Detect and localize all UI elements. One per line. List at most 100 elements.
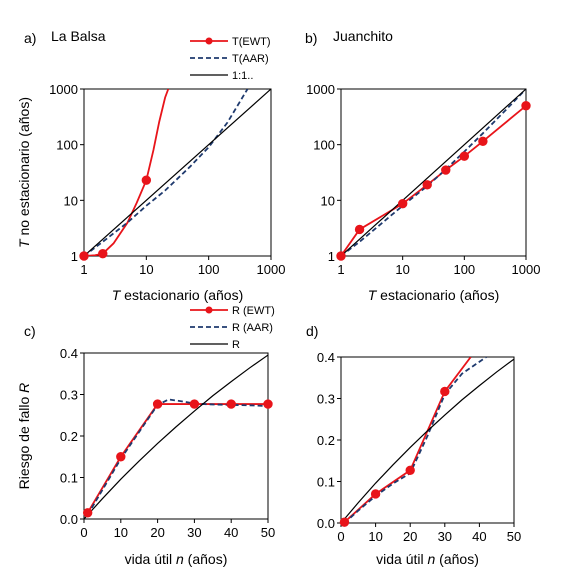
data-point	[263, 399, 273, 409]
series-line-t-aar	[84, 89, 249, 256]
panel-title: La Balsa	[51, 28, 106, 44]
panel-heading: a) La Balsa	[24, 28, 106, 46]
x-tick-label: 10	[114, 525, 128, 540]
legend-label: 1:1..	[232, 70, 253, 82]
panel-letter: b)	[305, 30, 317, 46]
legend-top: T(EWT) T(AAR) 1:1..	[190, 36, 270, 82]
y-tick-label: 1000	[306, 82, 335, 97]
y-tick-label: 0.3	[60, 388, 78, 403]
x-tick-label: 10	[368, 529, 382, 544]
series-group	[84, 89, 271, 256]
x-axis: 0 10 20 30 40 50	[337, 523, 521, 544]
y-tick-label: 0.1	[60, 471, 78, 486]
legend-label: R (AAR)	[232, 322, 273, 334]
y-tick-label: 0.2	[60, 429, 78, 444]
x-axis: 0 10 20 30 40 50	[80, 519, 275, 540]
x-tick-label: 50	[261, 525, 275, 540]
y-tick-label: 1	[328, 249, 335, 264]
series-group	[84, 354, 268, 519]
y-tick-label: 0.4	[317, 350, 335, 365]
plot-frame	[83, 352, 269, 520]
data-point	[422, 180, 432, 190]
legend-bottom: R (EWT) R (AAR) R	[190, 305, 275, 351]
x-tick-label: 30	[187, 525, 201, 540]
x-axis: 1 10 100 1000	[337, 256, 540, 277]
plot-frame	[340, 356, 515, 524]
series-group	[341, 89, 526, 256]
x-tick-label: 20	[403, 529, 417, 544]
legend-label: T(AAR)	[232, 53, 269, 65]
y-tick-label: 0.0	[60, 512, 78, 527]
x-tick-label: 10	[395, 262, 409, 277]
data-point	[405, 465, 415, 475]
series-line-r	[341, 358, 514, 523]
y-axis: 0.0 0.1 0.2 0.3 0.4	[317, 350, 341, 531]
x-tick-label: 1000	[512, 262, 541, 277]
data-point	[478, 136, 488, 146]
data-point	[79, 251, 89, 261]
data-point	[152, 399, 163, 409]
series-line-t-aar	[341, 89, 526, 256]
series-line-t-ewt	[84, 89, 170, 256]
x-tick-label: 1	[80, 262, 87, 277]
y-axis: 1 10 100 1000	[49, 82, 84, 264]
y-axis: 0.0 0.1 0.2 0.3 0.4	[60, 346, 84, 527]
x-axis-title: T estacionario (años)	[112, 287, 244, 303]
x-tick-label: 100	[453, 262, 475, 277]
data-point	[98, 248, 108, 259]
data-point	[226, 399, 236, 409]
series-line-1-1	[84, 89, 271, 256]
x-axis-title: vida útil n (años)	[376, 551, 479, 567]
panel-letter: a)	[24, 30, 36, 46]
data-point	[116, 452, 126, 462]
x-tick-label: 10	[139, 262, 153, 277]
y-tick-label: 1	[71, 249, 78, 264]
data-point	[339, 517, 350, 527]
y-axis-title: Riesgo de fallo R	[16, 383, 32, 490]
y-tick-label: 0.4	[60, 346, 78, 361]
y-tick-label: 10	[64, 193, 78, 208]
y-axis-title: T no estacionario (años)	[16, 97, 32, 248]
series-line-r-aar	[343, 357, 487, 523]
series-line-r-aar	[86, 398, 268, 516]
y-tick-label: 0.3	[317, 392, 335, 407]
plot-frame	[83, 88, 272, 257]
legend-label: R	[232, 339, 240, 351]
x-axis-title: vida útil n (años)	[125, 551, 228, 567]
data-point	[397, 199, 408, 209]
panel-heading: d)	[306, 323, 318, 339]
x-tick-label: 1000	[257, 262, 286, 277]
panel-c: 0 10 20 30 40 50 0.0 0.1 0.2 0.3 0.4 c) vida útil n …	[16, 323, 275, 567]
plot-frame	[340, 88, 527, 257]
y-tick-label: 100	[313, 138, 335, 153]
x-tick-label: 0	[337, 529, 344, 544]
data-point	[521, 101, 531, 111]
legend-label: R (EWT)	[232, 305, 275, 317]
panel-b: 1 10 100 1000 1 10 100 1000 b) Juanchito T estacio…	[305, 28, 540, 303]
data-point	[459, 151, 470, 161]
y-tick-label: 100	[56, 138, 78, 153]
data-point	[440, 386, 450, 397]
y-tick-label: 0.0	[317, 516, 335, 531]
legend-marker	[205, 306, 213, 314]
x-tick-label: 50	[507, 529, 521, 544]
x-tick-label: 1	[337, 262, 344, 277]
series-line-1-1	[341, 89, 526, 256]
data-point	[141, 175, 152, 185]
y-tick-label: 0.2	[317, 433, 335, 448]
x-axis: 1 10 100 1000	[80, 256, 285, 277]
panel-heading: b) Juanchito	[305, 28, 393, 46]
data-point	[82, 508, 93, 518]
y-tick-label: 10	[321, 193, 335, 208]
x-tick-label: 100	[198, 262, 220, 277]
y-tick-label: 0.1	[317, 475, 335, 490]
panel-letter: c)	[24, 323, 36, 339]
data-point	[354, 224, 365, 235]
data-point	[336, 251, 346, 261]
data-point	[441, 165, 451, 175]
x-tick-label: 40	[472, 529, 486, 544]
data-point	[370, 489, 381, 499]
series-line-r-ewt	[86, 403, 268, 514]
y-tick-label: 1000	[49, 82, 78, 97]
